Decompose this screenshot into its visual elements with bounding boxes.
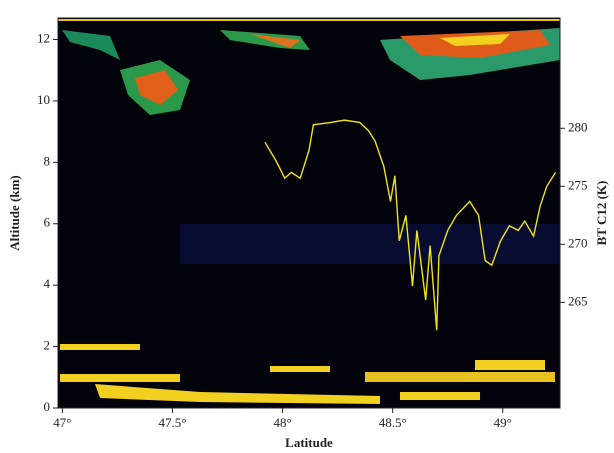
cloud (60, 344, 140, 350)
y-tick-label: 6 (44, 215, 51, 230)
x-tick-label: 47.5° (159, 415, 187, 430)
cloud (440, 34, 510, 46)
x-tick-label: 49° (494, 415, 512, 430)
y2-tick-label: 265 (568, 293, 588, 308)
cloud (135, 70, 178, 105)
plot-frame (57, 17, 561, 409)
y-tick-label: 4 (44, 276, 51, 291)
cloud (250, 34, 300, 48)
y2-tick-label: 275 (568, 177, 588, 192)
y2-tick-label: 280 (568, 119, 588, 134)
y-tick-label: 2 (44, 338, 51, 353)
x-tick-label: 48.5° (379, 415, 407, 430)
cloud (365, 372, 555, 382)
cloud (270, 366, 330, 372)
y-tick-label: 12 (37, 30, 50, 45)
x-axis-title: Latitude (285, 435, 333, 450)
cloud (475, 360, 545, 370)
y-tick-label: 10 (37, 92, 50, 107)
cloud (62, 30, 120, 60)
bt-line (264, 119, 557, 331)
x-tick-label: 48° (273, 415, 291, 430)
backscatter-layer (60, 28, 560, 404)
cloud (95, 384, 380, 404)
y2-axis-title: BT C12 (K) (594, 181, 609, 246)
y-tick-label: 0 (44, 399, 51, 414)
cloud (400, 392, 480, 400)
cloud (60, 374, 180, 382)
aerosol-layer (180, 224, 560, 264)
y2-tick-label: 270 (568, 235, 588, 250)
y-tick-label: 8 (44, 153, 51, 168)
x-tick-label: 47° (53, 415, 71, 430)
y-axis-title: Altitude (km) (7, 175, 22, 250)
